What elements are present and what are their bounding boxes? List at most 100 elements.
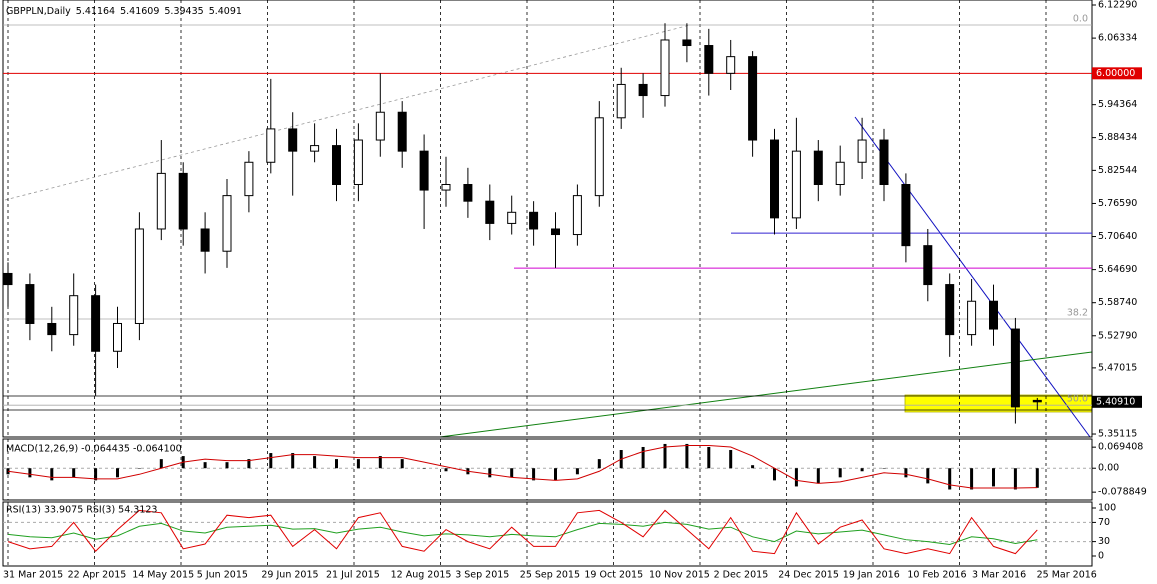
macd-bar	[663, 443, 667, 469]
candle-body	[485, 200, 495, 224]
trendline	[439, 351, 1093, 438]
candle-body	[266, 128, 276, 163]
macd-bar	[773, 468, 776, 481]
candle-body	[332, 145, 341, 186]
y-tick-label: 5.82544	[1098, 165, 1137, 176]
candle-body	[945, 284, 955, 336]
chart-header: GBPPLN,Daily 5.41164 5.41609 5.39435 5.4091	[6, 6, 242, 17]
macd-bar	[860, 468, 864, 472]
candle-body	[463, 184, 473, 202]
candle-body	[47, 322, 57, 336]
panel-frame	[2, 438, 1093, 501]
macd-bar	[641, 446, 645, 469]
rsi-line	[7, 509, 1038, 555]
macd-bar	[794, 468, 798, 487]
candle-body	[353, 139, 363, 186]
macd-bar	[554, 468, 557, 481]
rsi-label: RSI(13) 33.9075 RSI(3) 54.3123	[6, 505, 157, 516]
candle-body	[594, 117, 604, 197]
macd-label: MACD(12,26,9) -0.064435 -0.064100	[6, 444, 182, 455]
macd-bar	[269, 453, 273, 469]
y-tick-label: 5.52790	[1098, 330, 1137, 341]
candle-body	[901, 184, 911, 247]
last-price-box	[1092, 395, 1142, 408]
y-tick-label: 5.64690	[1098, 264, 1137, 275]
price-label-box	[1092, 67, 1142, 80]
candle-body	[923, 245, 933, 286]
y-tick-label: 0.00	[1098, 463, 1119, 474]
macd-bar	[685, 443, 689, 469]
candle-body	[616, 83, 626, 119]
y-tick-label: 5.76590	[1098, 198, 1137, 209]
macd-bar	[356, 459, 360, 469]
candle-body	[25, 284, 35, 324]
y-tick-label: 6.06334	[1098, 33, 1137, 44]
candle-body	[441, 184, 451, 191]
candle-body	[178, 172, 188, 230]
candle-body	[726, 56, 736, 74]
macd-bar	[707, 446, 711, 469]
candle-body	[288, 128, 298, 152]
macd-signal	[7, 444, 1038, 489]
candle-body	[419, 150, 429, 191]
candle-body	[200, 228, 210, 252]
macd-bar	[816, 468, 820, 484]
y-tick-label: 6.12290	[1098, 0, 1137, 11]
x-tick-label: 19 Jan 2016	[843, 570, 900, 581]
macd-bar	[159, 459, 163, 469]
candle-body	[91, 295, 101, 352]
candle-body	[156, 172, 166, 230]
candle-body	[989, 300, 998, 330]
y-tick-label: -0.078849	[1098, 487, 1147, 498]
macd-bar	[335, 459, 338, 469]
macd-bar	[532, 468, 536, 481]
candle-body	[222, 195, 232, 252]
macd-bar	[751, 465, 755, 469]
y-tick-label: 0	[1098, 551, 1104, 562]
x-tick-label: 19 Oct 2015	[584, 570, 643, 581]
macd-bar	[488, 468, 492, 478]
candle-body	[3, 272, 13, 286]
y-tick-label: 5.35115	[1098, 429, 1137, 440]
candle-body	[857, 139, 867, 163]
x-tick-label: 12 Aug 2015	[391, 570, 452, 581]
x-tick-label: 10 Feb 2016	[907, 570, 966, 581]
candle-body	[113, 322, 122, 352]
macd-bar	[992, 468, 995, 487]
price-label: 6.00000	[1096, 68, 1135, 79]
rsi-line	[7, 521, 1038, 546]
header-field: 5.41164	[76, 6, 115, 17]
header-field: GBPPLN,Daily	[6, 6, 71, 17]
y-tick-label: 100	[1098, 503, 1116, 514]
x-tick-label: 31 Mar 2015	[3, 570, 63, 581]
x-tick-label: 29 Jun 2015	[261, 570, 318, 581]
macd-bar	[422, 468, 426, 469]
panel-frame	[2, 501, 1093, 567]
candle-body	[704, 45, 714, 74]
macd-bar	[291, 453, 295, 469]
y-tick-label: 30	[1098, 536, 1110, 547]
candle-body	[879, 139, 889, 186]
x-tick-label: 3 Mar 2016	[972, 570, 1026, 581]
x-tick-label: 21 Jul 2015	[326, 570, 380, 581]
x-tick-label: 2 Dec 2015	[714, 570, 769, 581]
macd-bar	[729, 450, 733, 469]
y-tick-label: 0.069408	[1098, 442, 1143, 453]
macd-bar	[28, 468, 32, 478]
macd-bar	[838, 468, 842, 478]
y-tick-label: 5.47015	[1098, 362, 1137, 373]
candle-body	[791, 150, 801, 219]
candle-body	[1032, 399, 1042, 403]
last-price-label: 5.40910	[1096, 396, 1135, 407]
trendline	[4, 24, 691, 201]
fib-label: 50.0	[1067, 394, 1088, 405]
candle-body	[682, 39, 692, 47]
candle-body	[572, 195, 582, 236]
candle-body	[813, 150, 823, 186]
candle-body	[660, 39, 670, 97]
candle-body	[69, 295, 79, 336]
candle-body	[748, 56, 758, 141]
header-field: 5.39435	[164, 6, 203, 17]
x-tick-label: 14 May 2015	[132, 570, 194, 581]
